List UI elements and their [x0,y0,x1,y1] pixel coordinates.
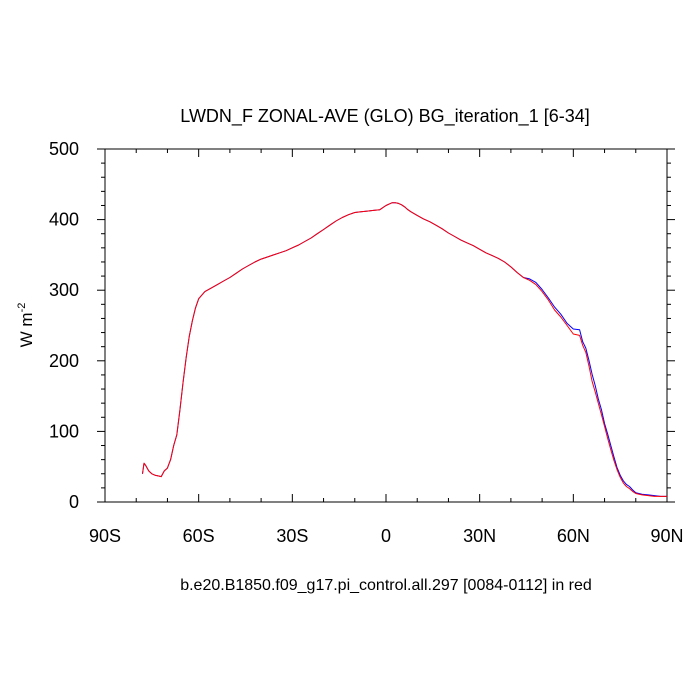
x-tick-label: 90N [650,526,683,546]
y-tick-label: 500 [49,139,79,159]
y-axis-label-base: W m [17,312,36,347]
x-tick-label: 30S [276,526,308,546]
x-tick-label: 60N [557,526,590,546]
x-axis-label: b.e20.B1850.f09_g17.pi_control.all.297 [… [180,577,592,594]
x-tick-label: 90S [89,526,121,546]
y-axis-label-exponent: -2 [16,303,28,313]
y-axis-label: W m-2 [16,303,36,348]
x-tick-label: 60S [183,526,215,546]
y-tick-label: 0 [69,492,79,512]
y-tick-label: 100 [49,421,79,441]
y-tick-label: 400 [49,210,79,230]
series-line-1 [142,202,667,497]
y-tick-label: 200 [49,351,79,371]
y-tick-labels: 0 100 200 300 400 500 [49,139,79,512]
x-tick-labels: 90S 60S 30S 0 30N 60N 90N [89,526,684,546]
x-tick-label: 30N [463,526,496,546]
chart-title: LWDN_F ZONAL-AVE (GLO) BG_iteration_1 [6… [180,106,589,127]
series-line-2 [142,202,667,497]
tick-marks [97,148,675,503]
y-tick-label: 300 [49,280,79,300]
series-lines [142,202,667,497]
plot-frame [104,148,668,503]
x-tick-label: 0 [381,526,391,546]
